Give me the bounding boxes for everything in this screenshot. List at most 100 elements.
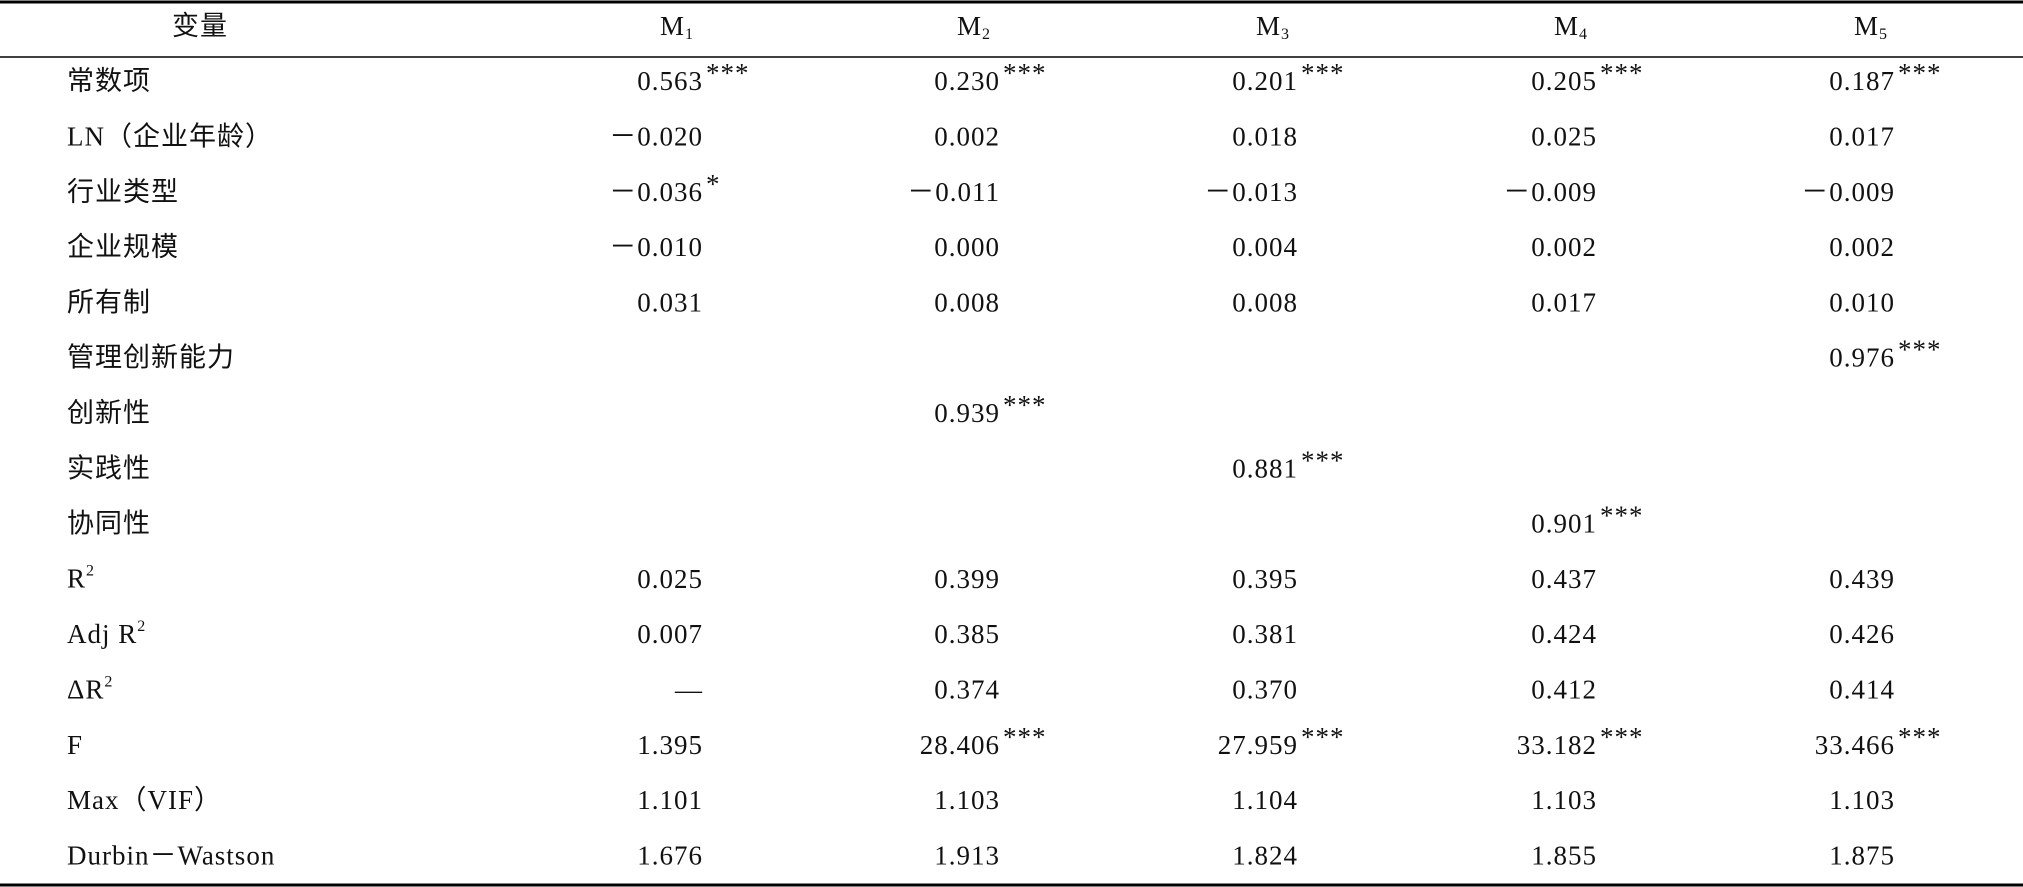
- header-cell: M2: [957, 11, 991, 42]
- header-cell: M5: [1854, 11, 1888, 42]
- row-label: Adj R2: [67, 618, 146, 650]
- significance-stars: ***: [1600, 722, 1644, 752]
- cell-value: 0.007: [637, 619, 703, 649]
- cell-value: 0.370: [1232, 675, 1298, 705]
- cell-value: 0.939: [934, 398, 1000, 428]
- cell-value: 0.017: [1531, 287, 1597, 317]
- cell-value: 1.395: [637, 730, 703, 760]
- significance-stars: *: [706, 169, 721, 199]
- header-text: M: [1854, 11, 1879, 41]
- cell-value: 0.205: [1531, 66, 1597, 96]
- cell-value: 1.676: [637, 840, 703, 870]
- cell-value: －0.010: [609, 232, 703, 262]
- cell-value: 0.439: [1829, 564, 1895, 594]
- cell-value: 0.000: [934, 232, 1000, 262]
- cell-value: 33.466: [1815, 730, 1895, 760]
- cell-value: 0.385: [934, 619, 1000, 649]
- row-label: F: [67, 730, 83, 760]
- cell-value: 1.103: [1829, 785, 1895, 815]
- header-cell: M1: [660, 11, 694, 42]
- row-label: 行业类型: [67, 177, 179, 207]
- header-subscript: 2: [982, 26, 991, 43]
- cell-value: 0.017: [1829, 122, 1895, 152]
- cell-value: 1.875: [1829, 840, 1895, 870]
- cell-value: －0.036: [609, 177, 703, 207]
- header-subscript: 5: [1879, 26, 1888, 43]
- row-label: 企业规模: [67, 232, 179, 262]
- row-label: 实践性: [67, 453, 151, 483]
- cell-value: 1.913: [934, 840, 1000, 870]
- cell-value: 0.008: [1232, 287, 1298, 317]
- row-label-superscript: 2: [86, 562, 95, 579]
- significance-stars: ***: [1003, 722, 1047, 752]
- cell-value: 0.437: [1531, 564, 1597, 594]
- cell-value: 1.824: [1232, 840, 1298, 870]
- cell-value: 0.414: [1829, 675, 1895, 705]
- significance-stars: ***: [1600, 58, 1644, 88]
- cell-value: 0.976: [1829, 343, 1895, 373]
- cell-value: 0.201: [1232, 66, 1298, 96]
- header-cell: M3: [1256, 11, 1290, 42]
- significance-stars: ***: [1003, 390, 1047, 420]
- cell-value: 0.002: [934, 122, 1000, 152]
- cell-value: －0.011: [907, 177, 1000, 207]
- cell-value: 0.008: [934, 287, 1000, 317]
- header-subscript: 3: [1281, 26, 1290, 43]
- significance-stars: ***: [1301, 58, 1345, 88]
- cell-value: 0.381: [1232, 619, 1298, 649]
- cell-value: 0.399: [934, 564, 1000, 594]
- row-label: 创新性: [67, 398, 151, 428]
- significance-stars: ***: [706, 58, 750, 88]
- header-text: M: [1554, 11, 1579, 41]
- row-label: 协同性: [67, 509, 151, 539]
- header-subscript: 1: [685, 26, 694, 43]
- significance-stars: ***: [1898, 58, 1942, 88]
- significance-stars: ***: [1898, 722, 1942, 752]
- row-label-superscript: 2: [104, 673, 113, 690]
- cell-value: 1.855: [1531, 840, 1597, 870]
- cell-value: 0.010: [1829, 287, 1895, 317]
- cell-value: 0.426: [1829, 619, 1895, 649]
- header-cell: M4: [1554, 11, 1588, 42]
- cell-value: 0.412: [1531, 675, 1597, 705]
- significance-stars: ***: [1898, 335, 1942, 365]
- cell-value: 0.025: [1531, 122, 1597, 152]
- header-text: M: [660, 11, 685, 41]
- cell-value: 0.881: [1232, 453, 1298, 483]
- row-label: Durbin－Wastson: [67, 840, 275, 870]
- cell-value: －0.009: [1503, 177, 1597, 207]
- header-text: M: [957, 11, 982, 41]
- cell-value: —: [674, 675, 703, 705]
- row-label: Max（VIF）: [67, 785, 222, 815]
- significance-stars: ***: [1600, 501, 1644, 531]
- cell-value: 0.002: [1829, 232, 1895, 262]
- row-label-superscript: 2: [137, 618, 146, 635]
- cell-value: －0.013: [1204, 177, 1298, 207]
- significance-stars: ***: [1301, 722, 1345, 752]
- cell-value: 0.395: [1232, 564, 1298, 594]
- significance-stars: ***: [1301, 445, 1345, 475]
- header-cell: 变量: [172, 11, 228, 41]
- significance-stars: ***: [1003, 58, 1047, 88]
- cell-value: －0.020: [609, 122, 703, 152]
- cell-value: －0.009: [1801, 177, 1895, 207]
- cell-value: 0.374: [934, 675, 1000, 705]
- cell-value: 0.025: [637, 564, 703, 594]
- row-label: ΔR2: [67, 673, 113, 705]
- cell-value: 0.230: [934, 66, 1000, 96]
- row-label-text: Adj R: [67, 619, 137, 649]
- cell-value: 1.103: [934, 785, 1000, 815]
- cell-value: 33.182: [1517, 730, 1597, 760]
- row-label: LN（企业年龄）: [67, 122, 273, 152]
- row-label: 常数项: [67, 66, 151, 96]
- cell-value: 0.002: [1531, 232, 1597, 262]
- row-label: 管理创新能力: [67, 343, 235, 373]
- row-label: 所有制: [67, 287, 151, 317]
- cell-value: 0.187: [1829, 66, 1895, 96]
- row-label: R2: [67, 562, 95, 594]
- header-text: M: [1256, 11, 1281, 41]
- row-label-text: R: [67, 564, 86, 594]
- cell-value: 1.104: [1232, 785, 1298, 815]
- cell-value: 0.563: [637, 66, 703, 96]
